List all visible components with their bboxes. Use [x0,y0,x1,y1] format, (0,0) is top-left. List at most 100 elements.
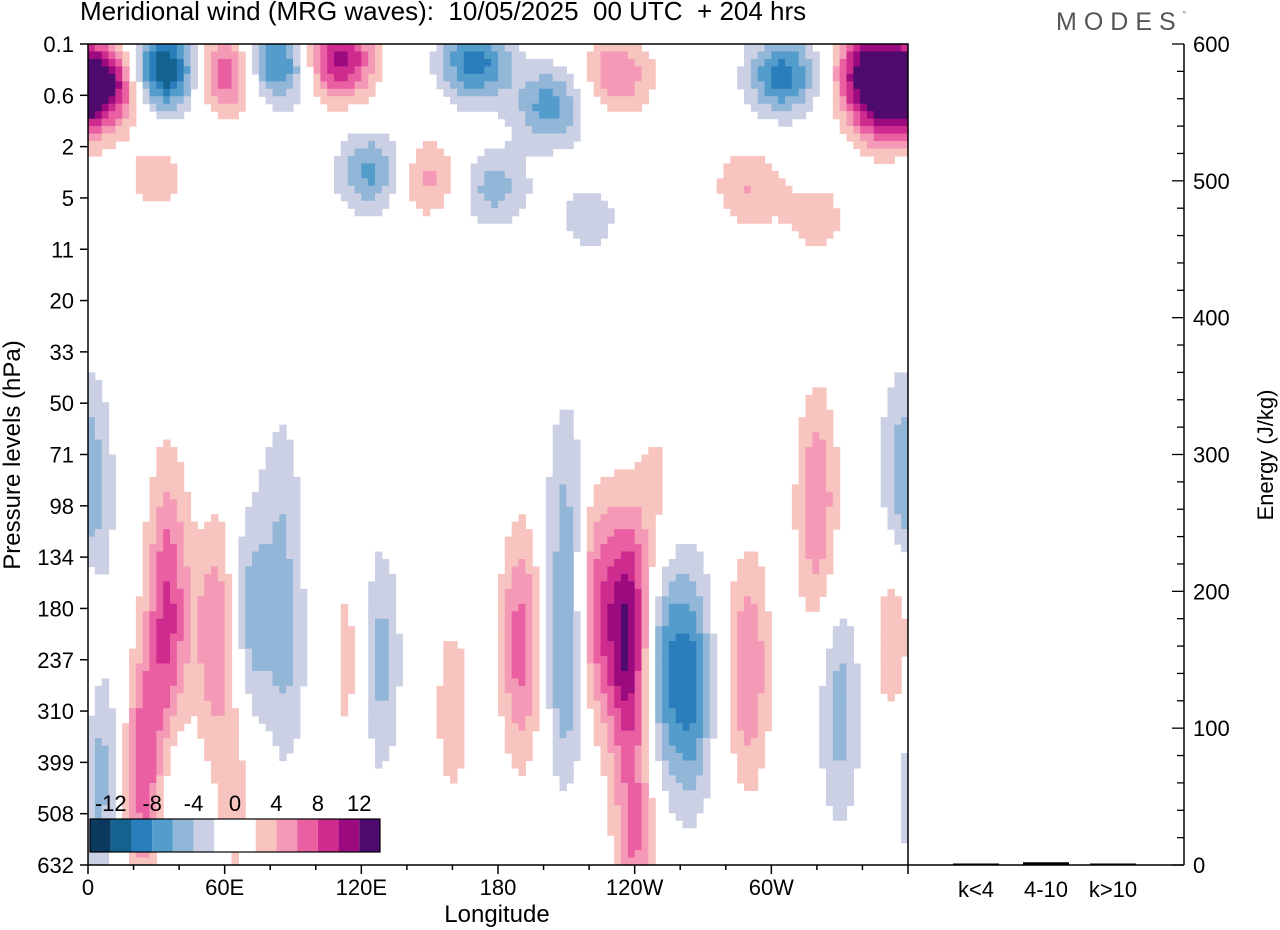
heatmap-cell [730,641,738,650]
heatmap-cell [135,58,144,67]
heatmap-cell [361,58,369,67]
heatmap-cell [832,454,841,463]
heatmap-cell [422,178,431,187]
heatmap-cell [286,529,294,538]
heatmap-cell [327,44,335,53]
heatmap-cell [245,521,253,530]
heatmap-cell [518,693,526,702]
heatmap-cell [149,767,157,777]
heatmap-cell [839,58,848,67]
heatmap-cell [388,148,397,157]
heatmap-cell [457,663,465,672]
heatmap-cell [245,641,253,650]
heatmap-cell [286,558,294,568]
heatmap-cell [668,626,677,635]
heatmap-cell [730,723,738,732]
heatmap-cell [887,409,895,418]
heatmap-cell [832,805,841,814]
heatmap-cell [176,514,185,523]
heatmap-cell [395,656,403,665]
heatmap-cell [170,708,178,717]
heatmap-cell [320,96,328,105]
heatmap-cell [422,208,431,217]
heatmap-cell [511,208,520,217]
heatmap-cell [812,506,820,515]
heatmap-cell [108,141,116,150]
heatmap-cell [641,81,649,90]
heatmap-cell [170,163,178,172]
heatmap-cell [785,200,793,209]
heatmap-cell [559,738,567,747]
heatmap-cell [504,170,513,179]
heatmap-cell [286,633,294,642]
heatmap-cell [129,678,137,687]
heatmap-cell [354,163,362,172]
heatmap-cell [197,611,205,620]
heatmap-cell [265,88,274,97]
heatmap-cell [115,88,123,97]
heatmap-cell [600,760,608,769]
heatmap-cell [238,73,246,82]
heatmap-cell [593,529,602,538]
heatmap-cell [149,103,157,112]
heatmap-cell [340,685,349,694]
heatmap-cell [340,185,349,194]
heatmap-cell [334,66,342,75]
heatmap-cell [463,88,472,97]
heatmap-cell [149,603,157,612]
heatmap-cell [498,678,506,687]
heatmap-cell [621,842,629,851]
heatmap-cell [450,767,458,777]
heatmap-cell [518,133,526,142]
heatmap-cell [293,603,301,612]
heatmap-cell [744,581,752,590]
heatmap-cell [156,454,164,463]
heatmap-cell [176,103,185,112]
heatmap-cell [573,447,581,456]
heatmap-cell [607,656,615,665]
heatmap-cell [682,760,690,769]
heatmap-cell [607,566,615,575]
heatmap-cell [197,603,205,612]
heatmap-cell [846,753,854,762]
heatmap-cell [101,141,110,150]
heatmap-cell [737,641,745,650]
heatmap-cell [149,812,157,821]
heatmap-cell [627,730,636,739]
heatmap-cell [566,760,574,769]
heatmap-cell [703,715,711,724]
heatmap-cell [245,588,253,597]
heatmap-cell [894,499,902,508]
heatmap-cell [436,708,444,717]
heatmap-cell [525,611,533,620]
heatmap-cell [750,44,759,53]
heatmap-cell [853,738,861,747]
heatmap-cell [655,663,663,672]
heatmap-cell [593,58,602,67]
heatmap-cell [600,81,608,90]
heatmap-cell [552,506,561,515]
heatmap-cell [627,641,636,650]
heatmap-cell [703,596,711,605]
heatmap-cell [170,66,178,75]
heatmap-cell [545,663,554,672]
heatmap-cell [778,88,786,97]
colorbar-label: 4 [270,791,282,816]
heatmap-cell [689,633,697,642]
heatmap-cell [586,700,595,709]
heatmap-cell [682,805,690,814]
heatmap-cell [443,185,451,194]
heatmap-cell [231,730,239,739]
heatmap-cell [641,633,649,642]
heatmap-cell [586,670,595,680]
heatmap-cell [614,775,622,784]
heatmap-cell [778,215,786,224]
heatmap-cell [573,753,581,762]
heatmap-cell [559,491,567,500]
heatmap-cell [375,581,383,590]
heatmap-cell [149,81,157,90]
heatmap-cell [805,573,813,582]
heatmap-cell [703,588,711,597]
heatmap-cell [668,588,677,597]
heatmap-cell [853,715,861,724]
